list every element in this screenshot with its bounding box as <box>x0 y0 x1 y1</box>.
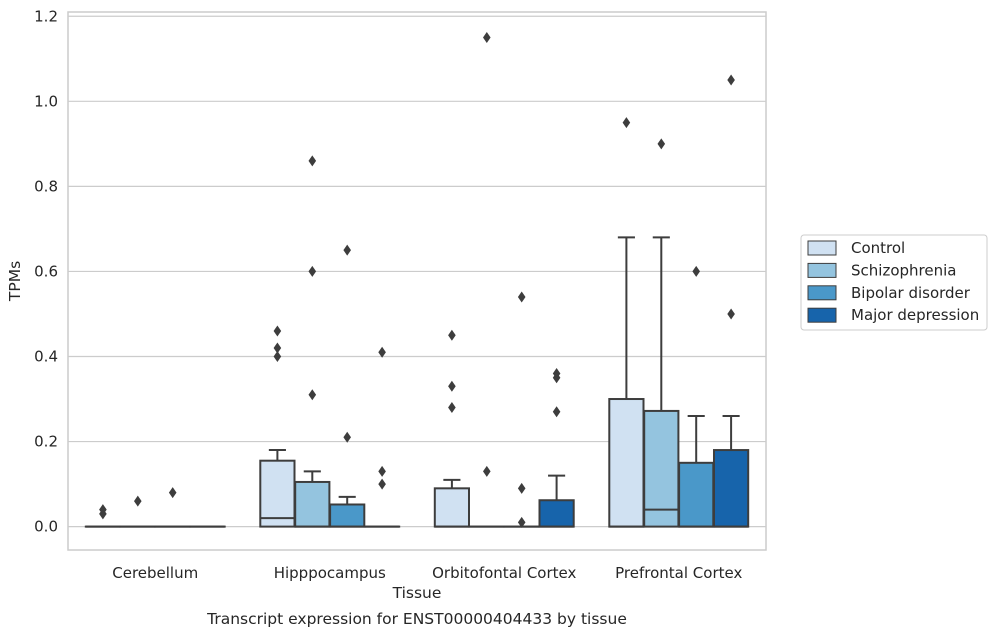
outlier-point <box>378 346 386 358</box>
box-schizophrenia <box>294 470 331 528</box>
outlier-point <box>727 308 735 320</box>
chart-title: Transcript expression for ENST0000040443… <box>206 610 627 628</box>
outlier-point <box>308 389 317 401</box>
outlier-point <box>99 504 107 516</box>
box-major-depression <box>712 415 750 528</box>
legend-swatch <box>807 307 837 323</box>
box-major-depression <box>538 474 575 528</box>
outlier-point <box>552 368 561 380</box>
outlier-point <box>273 342 282 354</box>
legend-swatch <box>807 240 837 256</box>
y-axis-label: TPMs <box>6 261 24 302</box>
legend-label: Control <box>851 239 905 257</box>
x-tick-label: Prefrontal Cortex <box>615 564 742 582</box>
outlier-point <box>622 117 631 129</box>
outliers <box>99 32 735 528</box>
outlier-point <box>483 32 491 44</box>
x-tick-label: Hipppocampus <box>274 564 386 582</box>
legend-label: Bipolar disorder <box>851 284 971 302</box>
y-axis-ticks: 0.0 0.2 0.4 0.6 0.8 1.0 1.2 <box>34 7 58 535</box>
outlier-point <box>343 431 351 443</box>
box-bipolar-disorder <box>329 495 366 528</box>
outlier-point <box>273 325 282 337</box>
legend: Control Schizophrenia Bipolar disorder Majo… <box>800 234 988 331</box>
box-body <box>643 409 680 528</box>
outlier-point <box>692 265 700 277</box>
outlier-point <box>343 244 351 256</box>
box-control <box>433 478 471 528</box>
legend-frame <box>800 234 988 331</box>
outlier-point <box>448 329 456 341</box>
box-body <box>538 499 575 528</box>
outlier-point <box>517 516 526 528</box>
y-tick-label: 0.6 <box>34 262 58 280</box>
outlier-point <box>517 482 526 494</box>
box-body <box>259 459 296 528</box>
y-tick-label: 1.2 <box>34 7 58 25</box>
boxes <box>84 236 750 528</box>
legend-label: Schizophrenia <box>851 261 956 279</box>
box-body <box>433 487 471 528</box>
box-body <box>678 461 715 528</box>
x-tick-label: Cerebellum <box>112 564 198 582</box>
box-control <box>608 236 645 528</box>
box-control <box>259 449 296 528</box>
outlier-point <box>552 406 561 418</box>
box-schizophrenia <box>643 236 680 528</box>
y-tick-label: 0.0 <box>34 518 58 536</box>
legend-swatch <box>807 285 837 301</box>
outlier-point <box>657 138 666 150</box>
y-tick-label: 1.0 <box>34 92 58 110</box>
outlier-point <box>308 265 317 277</box>
outlier-point <box>448 380 456 392</box>
x-axis-label: Tissue <box>392 584 442 602</box>
legend-swatch <box>807 262 837 278</box>
outlier-point <box>517 291 526 303</box>
box-body <box>329 503 366 528</box>
x-axis-ticks: Cerebellum Hipppocampus Orbitofontal Corte… <box>112 564 742 582</box>
outlier-point <box>448 402 456 414</box>
y-tick-label: 0.8 <box>34 177 58 195</box>
outlier-point <box>168 487 177 499</box>
outlier-point <box>378 465 386 477</box>
outlier-point <box>308 155 317 167</box>
outlier-point <box>273 350 282 362</box>
outlier-point <box>134 495 142 507</box>
x-tick-label: Orbitofontal Cortex <box>432 564 576 582</box>
box-body <box>294 480 331 528</box>
outlier-point <box>483 465 491 477</box>
legend-label: Major depression <box>851 306 979 324</box>
box-body <box>608 398 645 528</box>
y-tick-label: 0.4 <box>34 347 58 365</box>
outlier-point <box>378 478 386 490</box>
box-bipolar-disorder <box>678 415 715 528</box>
outlier-point <box>727 74 735 86</box>
box-body <box>712 449 750 528</box>
y-tick-label: 0.2 <box>34 433 58 451</box>
